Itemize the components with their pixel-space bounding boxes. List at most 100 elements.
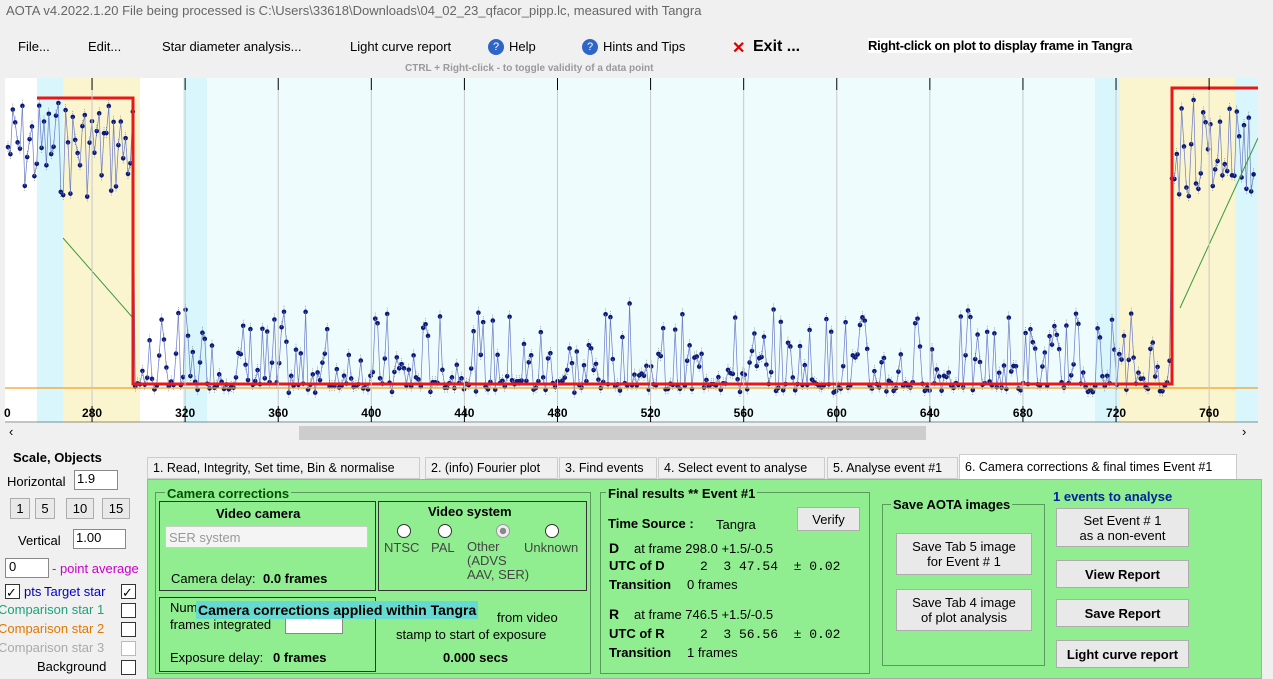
button[interactable]: Set Event # 1 as a non-event bbox=[1056, 508, 1189, 547]
scale-button[interactable]: 5 bbox=[35, 498, 55, 519]
scroll-right[interactable]: › bbox=[1242, 424, 1247, 439]
plot-link bbox=[672, 329, 676, 385]
tab[interactable]: 5. Analyse event #1 bbox=[827, 457, 958, 479]
h-spinner[interactable]: 1.9 bbox=[74, 470, 118, 490]
plot-link bbox=[178, 313, 182, 386]
plot-link bbox=[70, 116, 74, 194]
plot-link bbox=[612, 359, 616, 387]
scale-button[interactable]: 1 bbox=[10, 498, 30, 519]
plot-link bbox=[257, 370, 261, 385]
plot-link bbox=[1246, 117, 1250, 189]
plot-link bbox=[1130, 313, 1134, 358]
plot-link bbox=[204, 338, 208, 384]
x-tick-label: 360 bbox=[268, 406, 288, 420]
plot-point bbox=[584, 378, 589, 384]
save-button[interactable]: Save Tab 4 image of plot analysis bbox=[896, 589, 1032, 631]
scroll-thumb[interactable] bbox=[299, 426, 926, 440]
checkbox[interactable] bbox=[121, 622, 136, 637]
scale-button[interactable]: 10 bbox=[66, 498, 94, 519]
tab[interactable]: 2. (info) Fourier plot bbox=[425, 457, 558, 479]
plot-link bbox=[187, 335, 191, 377]
tab[interactable]: 4. Select event to analyse bbox=[658, 457, 825, 479]
plot-link bbox=[1205, 122, 1209, 150]
plot-link bbox=[1051, 326, 1055, 345]
tooltip: Camera corrections applied within Tangra bbox=[196, 601, 479, 619]
tab[interactable]: 3. Find events bbox=[559, 457, 657, 479]
plot-link bbox=[125, 138, 129, 174]
checkbox[interactable]: ✓ bbox=[121, 584, 136, 600]
label: Vertical bbox=[18, 533, 61, 548]
scroll-left[interactable]: ‹ bbox=[9, 424, 14, 439]
checkbox[interactable]: ✓ bbox=[5, 584, 20, 600]
x-tick-label: 680 bbox=[1013, 406, 1033, 420]
x-origin-label: 0 bbox=[4, 406, 11, 420]
x-tick-label: 520 bbox=[641, 406, 661, 420]
checkbox[interactable] bbox=[121, 641, 136, 656]
plot-link bbox=[439, 316, 443, 370]
plot-point bbox=[20, 103, 25, 109]
plot-link bbox=[974, 334, 978, 360]
tab[interactable]: 1. Read, Integrity, Set time, Bin & norm… bbox=[147, 457, 420, 479]
radio[interactable] bbox=[438, 524, 452, 538]
plot-link bbox=[977, 334, 981, 363]
x-tick-label: 400 bbox=[361, 406, 381, 420]
plot-link bbox=[199, 332, 203, 363]
plot-link bbox=[470, 331, 474, 369]
radio[interactable] bbox=[545, 524, 559, 538]
button[interactable]: Light curve report bbox=[1056, 640, 1189, 668]
plot-link bbox=[300, 353, 304, 384]
button[interactable]: Save Report bbox=[1056, 599, 1189, 627]
scale-button[interactable]: 15 bbox=[102, 498, 130, 519]
plot-point bbox=[1174, 151, 1180, 157]
plot-point bbox=[375, 321, 380, 326]
menu-item[interactable]: File... bbox=[18, 39, 50, 54]
menu-item[interactable]: Hints and Tips bbox=[603, 39, 686, 54]
plot-point bbox=[1040, 364, 1045, 369]
plot-link bbox=[804, 365, 808, 385]
radio[interactable] bbox=[397, 524, 411, 538]
plot-link bbox=[14, 122, 18, 143]
plot-link bbox=[274, 319, 278, 383]
plot-link bbox=[919, 346, 923, 384]
plot-link bbox=[410, 355, 414, 387]
menu-item[interactable]: Edit... bbox=[88, 39, 122, 54]
camera-select[interactable]: SER system bbox=[165, 526, 368, 548]
avg-select[interactable]: 0 bbox=[5, 558, 49, 578]
plot-link bbox=[773, 309, 777, 391]
tab-active[interactable]: 6. Camera corrections & final times Even… bbox=[959, 454, 1237, 480]
save-button[interactable]: Save Tab 5 image for Event # 1 bbox=[896, 533, 1032, 575]
plot-point bbox=[1227, 106, 1232, 112]
plot-link bbox=[26, 139, 30, 157]
menu-item[interactable]: Star diameter analysis... bbox=[162, 39, 302, 54]
v-spinner[interactable]: 1.00 bbox=[73, 529, 126, 549]
plot-point bbox=[1241, 122, 1247, 128]
x-tick-label: 640 bbox=[920, 406, 940, 420]
label: D bbox=[609, 540, 620, 556]
checkbox[interactable] bbox=[121, 660, 136, 675]
plot-link bbox=[1200, 112, 1204, 174]
plot-link bbox=[473, 331, 477, 392]
plot-link bbox=[550, 353, 554, 384]
menu-item[interactable]: Help bbox=[509, 39, 536, 54]
plot-link bbox=[607, 317, 611, 385]
x-tick-label: 280 bbox=[82, 406, 102, 420]
plot-link bbox=[799, 346, 803, 386]
group-title: Video camera bbox=[216, 506, 301, 521]
plot-link bbox=[595, 363, 599, 380]
plot-point bbox=[749, 348, 755, 354]
plot-point bbox=[1136, 370, 1141, 375]
value: 2 3 56.56 ± 0.02 bbox=[700, 627, 841, 642]
plot-point bbox=[1121, 333, 1127, 339]
plot[interactable]: 0 280 320 360 400 440 480 520 560 600 640 680 720 76… bbox=[0, 78, 1258, 423]
button[interactable]: View Report bbox=[1056, 560, 1189, 588]
menu-item[interactable]: Exit ... bbox=[753, 38, 801, 55]
radio[interactable] bbox=[496, 524, 510, 538]
plot-link bbox=[660, 328, 664, 357]
menu-item[interactable]: Light curve report bbox=[350, 39, 452, 54]
plot-link bbox=[1073, 313, 1077, 365]
label: Camera delay: bbox=[171, 571, 256, 586]
plot-point bbox=[1222, 161, 1228, 167]
checkbox[interactable] bbox=[121, 603, 136, 618]
verify-button[interactable]: Verify bbox=[797, 507, 860, 531]
